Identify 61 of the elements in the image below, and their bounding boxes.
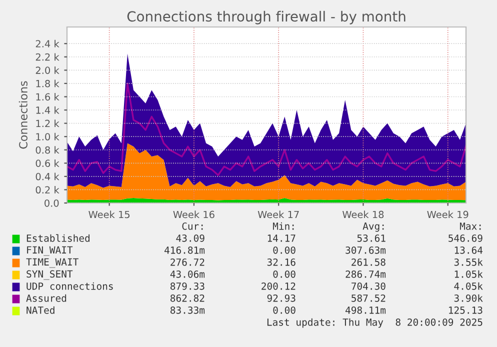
x-tick-label: Week 15 [88,210,130,218]
text: 704.30 [352,282,386,290]
text: 14.17 [268,234,296,242]
y-tick-label: 0.8 k [36,146,60,154]
y-tick-label: 0.4 k [36,172,60,180]
text: 200.12 [262,282,296,290]
legend-label: UDP connections [26,282,113,290]
y-tick-label: 2.2 k [36,53,60,61]
text: 261.58 [352,258,386,266]
text: 43.06m [170,270,205,278]
legend-label: Assured [26,294,66,302]
x-tick-label: Week 16 [173,210,214,218]
y-tick-label: 2.0 k [36,66,60,74]
text: 286.74m [346,270,386,278]
text: Avg: [362,222,384,232]
x-tick-label: Week 17 [258,210,299,218]
text: 498.11m [346,306,386,314]
x-tick-label: Week 19 [427,210,468,218]
y-tick-label: 0.6 k [36,159,60,167]
text: 307.63m [346,246,386,254]
y-tick-label: 0.0 [44,199,59,207]
text: 92.93 [267,294,296,302]
text: Max: [460,222,481,230]
legend-label: NATed [26,306,54,314]
text: 546.69 [448,234,482,242]
text: 32.16 [267,258,296,266]
y-axis-title: Connections [18,81,28,149]
text: 587.52 [352,294,386,302]
text: 0.00 [273,246,296,254]
text: 3.90k [454,294,483,302]
text: 125.13 [449,306,482,314]
text: 276.72 [170,258,204,266]
text: 416.81m [164,246,205,254]
text: 862.82 [170,294,204,302]
y-tick-label: 0.2 k [36,186,60,194]
legend-label: SYN_SENT [26,270,73,280]
legend-label: FIN_WAIT [27,246,73,256]
y-tick-label: 1.0 k [36,132,60,140]
y-tick-label: 1.6 k [36,93,60,101]
text: 4.05k [454,282,483,290]
text: 3.55k [454,258,483,266]
text: 43.09 [176,234,204,242]
y-tick-label: 1.8 k [36,80,60,88]
y-tick-label: 2.4 k [36,40,60,48]
text: 1.05k [454,270,483,278]
legend-label: TIME_WAIT [26,258,78,268]
y-tick-label: 1.4 k [36,106,60,114]
line-series [67,82,466,176]
text: Min: [272,222,294,230]
legend-label: Established [26,234,90,242]
chart-title: Connections through firewall - by month [127,10,406,24]
text: 0.00 [273,270,296,278]
text: Cur: [182,222,203,230]
x-tick-label: Week 18 [342,210,384,218]
text: 13.64 [454,246,483,254]
text: 879.33 [170,282,204,290]
text: 0.00 [273,306,296,314]
text: 53.61 [357,234,386,242]
text: Last update: Thu May 8 20:00:09 2025 [267,318,482,328]
text: 83.33m [170,306,205,314]
y-tick-label: 1.2 k [36,120,60,127]
